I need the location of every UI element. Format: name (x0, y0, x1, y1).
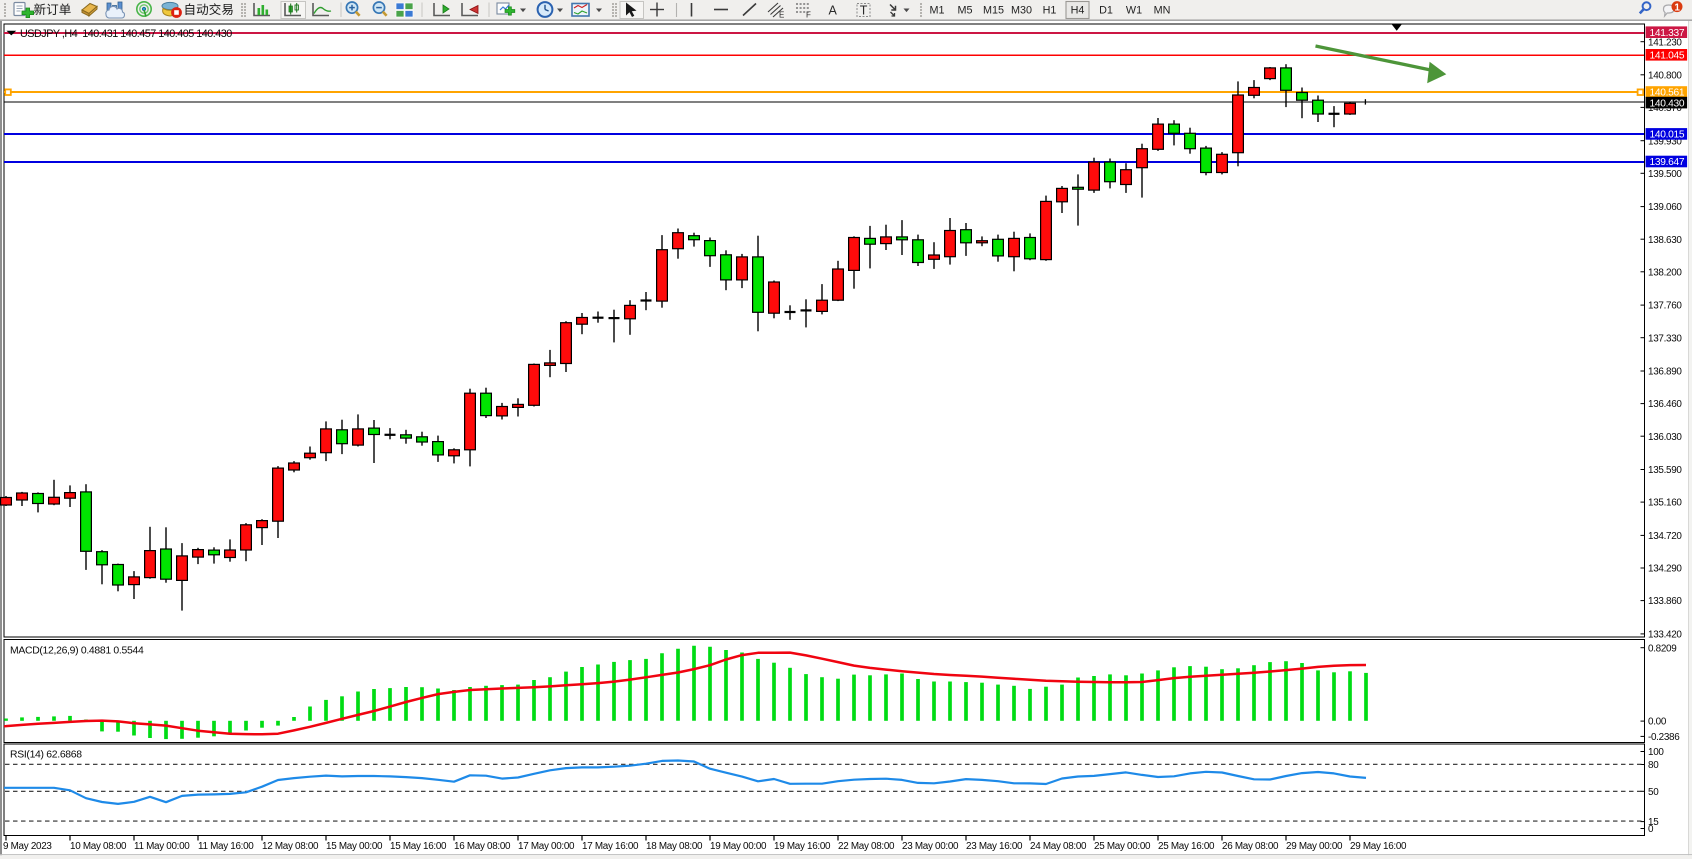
svg-text:139.060: 139.060 (1648, 202, 1682, 213)
svg-text:140.370: 140.370 (1648, 103, 1682, 114)
svg-text:H1: H1 (1043, 5, 1057, 17)
svg-text:D1: D1 (1099, 5, 1113, 17)
svg-text:M1: M1 (930, 5, 945, 17)
svg-text:137.330: 137.330 (1648, 333, 1682, 344)
svg-text:H4: H4 (1071, 5, 1085, 17)
svg-text:100: 100 (1648, 747, 1664, 758)
svg-text:138.630: 138.630 (1648, 235, 1682, 246)
svg-text:MACD(12,26,9) 0.4881 0.5544: MACD(12,26,9) 0.4881 0.5544 (10, 646, 144, 657)
svg-text:M15: M15 (983, 5, 1004, 17)
svg-text:23 May 00:00: 23 May 00:00 (902, 841, 959, 852)
svg-text:18 May 08:00: 18 May 08:00 (646, 841, 703, 852)
svg-text:80: 80 (1648, 760, 1659, 771)
svg-text:136.030: 136.030 (1648, 432, 1682, 443)
svg-text:W1: W1 (1126, 5, 1142, 17)
svg-text:139.930: 139.930 (1648, 136, 1682, 147)
svg-text:25 May 00:00: 25 May 00:00 (1094, 841, 1151, 852)
svg-text:19 May 16:00: 19 May 16:00 (774, 841, 831, 852)
svg-text:M5: M5 (958, 5, 973, 17)
svg-text:0.00: 0.00 (1648, 717, 1667, 728)
svg-text:0: 0 (1648, 824, 1654, 835)
svg-text:133.420: 133.420 (1648, 630, 1682, 641)
svg-text:136.460: 136.460 (1648, 399, 1682, 410)
svg-text:F: F (806, 11, 811, 20)
svg-text:23 May 16:00: 23 May 16:00 (966, 841, 1023, 852)
svg-text:135.590: 135.590 (1648, 465, 1682, 476)
svg-text:-0.2386: -0.2386 (1648, 732, 1680, 743)
svg-text:15: 15 (1648, 817, 1659, 828)
svg-text:139.647: 139.647 (1650, 157, 1685, 168)
svg-text:140.561: 140.561 (1650, 88, 1685, 99)
svg-text:140.015: 140.015 (1650, 130, 1685, 141)
svg-text:USDJPY ,H4 140.431 140.457 14: USDJPY ,H4 140.431 140.457 140.405 140.4… (20, 28, 232, 40)
svg-text:133.860: 133.860 (1648, 596, 1682, 607)
svg-text:141.045: 141.045 (1650, 51, 1685, 62)
svg-text:136.890: 136.890 (1648, 367, 1682, 378)
svg-text:12 May 08:00: 12 May 08:00 (262, 841, 319, 852)
svg-text:134.290: 134.290 (1648, 564, 1682, 575)
svg-text:17 May 00:00: 17 May 00:00 (518, 841, 575, 852)
svg-text:141.337: 141.337 (1650, 28, 1685, 39)
svg-text:RSI(14) 62.6868: RSI(14) 62.6868 (10, 750, 82, 761)
svg-text:25 May 16:00: 25 May 16:00 (1158, 841, 1215, 852)
svg-text:15 May 00:00: 15 May 00:00 (326, 841, 383, 852)
svg-text:15 May 16:00: 15 May 16:00 (390, 841, 447, 852)
svg-text:140.430: 140.430 (1650, 98, 1685, 109)
svg-text:24 May 08:00: 24 May 08:00 (1030, 841, 1087, 852)
svg-text:141.230: 141.230 (1648, 37, 1682, 48)
svg-text:26 May 08:00: 26 May 08:00 (1222, 841, 1279, 852)
svg-text:E: E (779, 11, 784, 20)
svg-text:9 May 2023: 9 May 2023 (3, 841, 52, 852)
svg-text:134.720: 134.720 (1648, 531, 1682, 542)
svg-text:19 May 00:00: 19 May 00:00 (710, 841, 767, 852)
svg-text:16 May 08:00: 16 May 08:00 (454, 841, 511, 852)
svg-text:M30: M30 (1011, 5, 1032, 17)
svg-text:10 May 08:00: 10 May 08:00 (70, 841, 127, 852)
svg-text:1: 1 (1674, 2, 1680, 13)
svg-text:29 May 00:00: 29 May 00:00 (1286, 841, 1343, 852)
svg-text:MN: MN (1154, 5, 1171, 17)
svg-text:140.800: 140.800 (1648, 70, 1682, 81)
svg-text:139.500: 139.500 (1648, 169, 1682, 180)
svg-text:137.760: 137.760 (1648, 301, 1682, 312)
svg-text:17 May 16:00: 17 May 16:00 (582, 841, 639, 852)
svg-text:22 May 08:00: 22 May 08:00 (838, 841, 895, 852)
svg-text:135.160: 135.160 (1648, 498, 1682, 509)
svg-text:138.200: 138.200 (1648, 267, 1682, 278)
svg-text:A: A (829, 4, 838, 18)
svg-text:29 May 16:00: 29 May 16:00 (1350, 841, 1407, 852)
svg-text:0.8209: 0.8209 (1648, 643, 1677, 654)
svg-text:11 May 16:00: 11 May 16:00 (198, 841, 254, 852)
svg-text:50: 50 (1648, 787, 1659, 798)
svg-text:11 May 00:00: 11 May 00:00 (134, 841, 190, 852)
svg-text:T: T (860, 3, 868, 17)
